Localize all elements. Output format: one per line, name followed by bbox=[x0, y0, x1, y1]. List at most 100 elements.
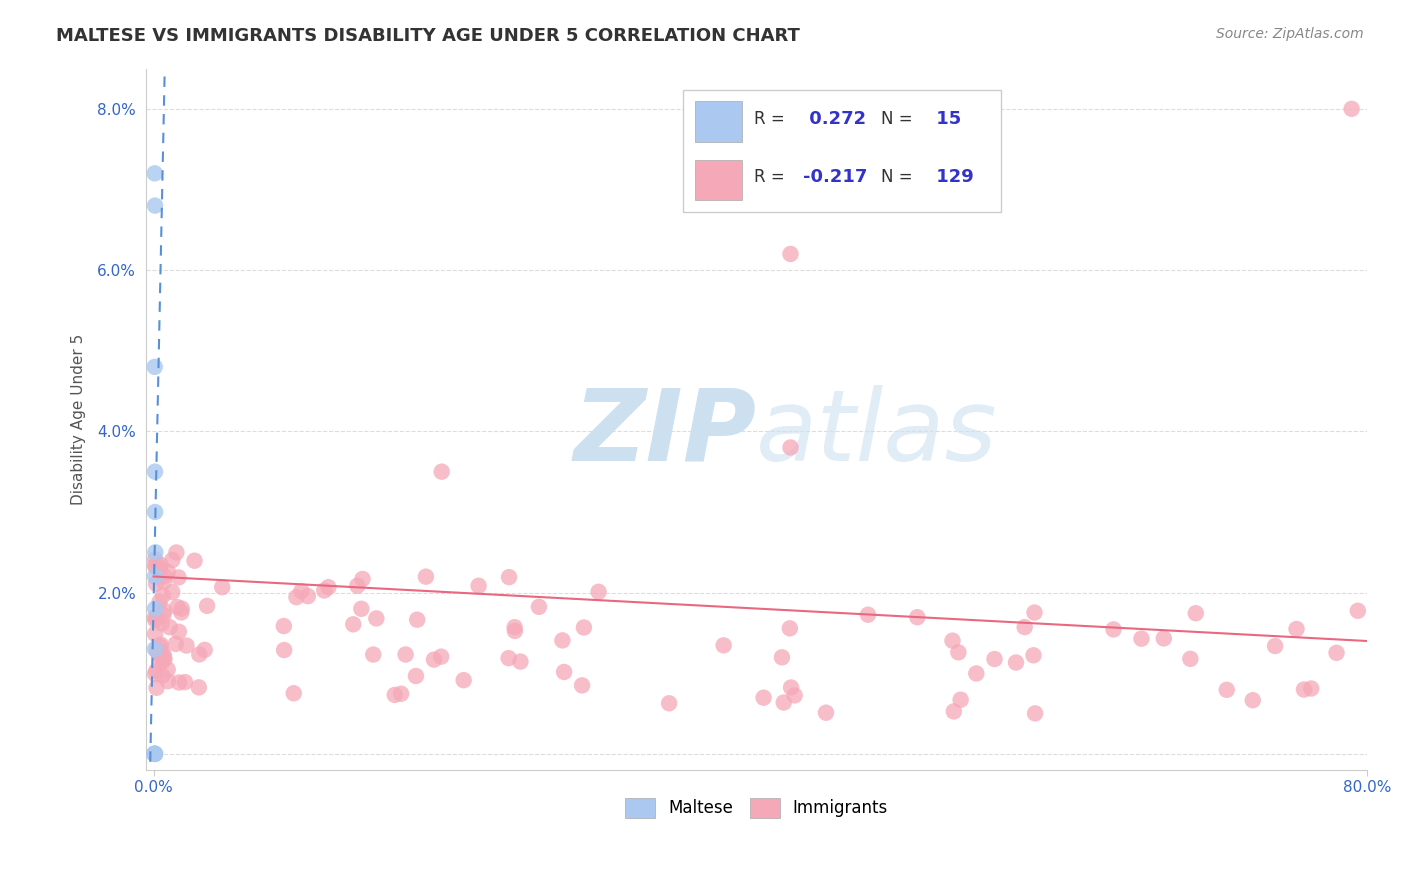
Point bbox=[780, 681, 803, 695]
Point bbox=[779, 441, 801, 455]
Point bbox=[941, 633, 963, 648]
Point bbox=[152, 589, 174, 603]
Point bbox=[713, 638, 735, 652]
Point bbox=[415, 570, 437, 584]
Point bbox=[983, 652, 1005, 666]
Point bbox=[143, 667, 166, 681]
Point bbox=[285, 591, 308, 605]
Point bbox=[752, 690, 775, 705]
Point bbox=[1184, 606, 1206, 620]
Point bbox=[342, 617, 364, 632]
Point bbox=[153, 574, 176, 589]
Point bbox=[779, 621, 801, 635]
Point bbox=[509, 655, 531, 669]
Point bbox=[194, 643, 217, 657]
Point bbox=[551, 633, 574, 648]
Text: ZIP: ZIP bbox=[574, 384, 756, 482]
Point bbox=[350, 601, 373, 615]
Point bbox=[1130, 632, 1153, 646]
Point bbox=[143, 627, 166, 641]
Point bbox=[143, 747, 166, 761]
Text: 0.272: 0.272 bbox=[803, 110, 866, 128]
Point bbox=[170, 601, 193, 615]
Point bbox=[165, 545, 187, 559]
Y-axis label: Disability Age Under 5: Disability Age Under 5 bbox=[72, 334, 86, 505]
Point bbox=[167, 675, 190, 690]
Point bbox=[146, 612, 169, 626]
Text: Source: ZipAtlas.com: Source: ZipAtlas.com bbox=[1216, 27, 1364, 41]
Point bbox=[166, 600, 188, 615]
Point bbox=[503, 624, 526, 638]
Point bbox=[503, 620, 526, 634]
Text: N =: N = bbox=[882, 110, 912, 128]
Point bbox=[152, 668, 174, 682]
Point bbox=[150, 655, 173, 669]
Point bbox=[453, 673, 475, 688]
Point bbox=[352, 572, 374, 586]
Point bbox=[143, 552, 166, 566]
Point bbox=[195, 599, 218, 613]
Point bbox=[1241, 693, 1264, 707]
Point bbox=[148, 560, 170, 574]
Point bbox=[148, 595, 170, 609]
Point bbox=[498, 570, 520, 584]
Point bbox=[297, 589, 319, 603]
Point bbox=[273, 619, 295, 633]
Point bbox=[143, 747, 166, 761]
Text: -0.217: -0.217 bbox=[803, 169, 868, 186]
Point bbox=[1340, 102, 1362, 116]
Point bbox=[1180, 652, 1202, 666]
Point bbox=[942, 705, 965, 719]
Point bbox=[366, 611, 388, 625]
Point bbox=[1326, 646, 1348, 660]
Point bbox=[527, 599, 550, 614]
Point bbox=[770, 650, 793, 665]
Point bbox=[143, 747, 166, 761]
Point bbox=[167, 624, 190, 639]
Point bbox=[498, 651, 520, 665]
Point bbox=[948, 645, 970, 659]
Point bbox=[143, 359, 166, 374]
Point bbox=[314, 583, 336, 598]
FancyBboxPatch shape bbox=[696, 102, 742, 142]
Text: 129: 129 bbox=[929, 169, 973, 186]
Point bbox=[1102, 623, 1125, 637]
Point bbox=[188, 648, 211, 662]
Point bbox=[949, 692, 972, 706]
Point bbox=[156, 674, 179, 689]
Point bbox=[149, 558, 172, 572]
Point bbox=[145, 560, 167, 574]
Point bbox=[146, 644, 169, 658]
Point bbox=[1292, 682, 1315, 697]
Point bbox=[143, 569, 166, 583]
Point bbox=[361, 648, 384, 662]
Point bbox=[165, 637, 187, 651]
Point bbox=[290, 584, 312, 599]
Point bbox=[965, 666, 987, 681]
Point bbox=[318, 580, 340, 594]
Point bbox=[779, 247, 801, 261]
Point bbox=[162, 585, 184, 599]
Point bbox=[273, 643, 295, 657]
Point bbox=[143, 610, 166, 624]
Point bbox=[143, 747, 166, 761]
Point bbox=[149, 640, 172, 654]
Point bbox=[183, 554, 205, 568]
Point bbox=[384, 688, 406, 702]
Point bbox=[1216, 682, 1239, 697]
Point bbox=[1301, 681, 1323, 696]
Point bbox=[905, 610, 928, 624]
Point bbox=[588, 584, 610, 599]
Point bbox=[553, 665, 575, 679]
Point bbox=[152, 653, 174, 667]
Point bbox=[149, 638, 172, 652]
Point bbox=[1264, 639, 1286, 653]
Text: R =: R = bbox=[754, 169, 785, 186]
Point bbox=[162, 553, 184, 567]
Point bbox=[176, 639, 198, 653]
Point bbox=[145, 681, 167, 695]
Point bbox=[143, 601, 166, 615]
Point bbox=[143, 558, 166, 573]
Point bbox=[430, 649, 453, 664]
Text: 15: 15 bbox=[929, 110, 960, 128]
